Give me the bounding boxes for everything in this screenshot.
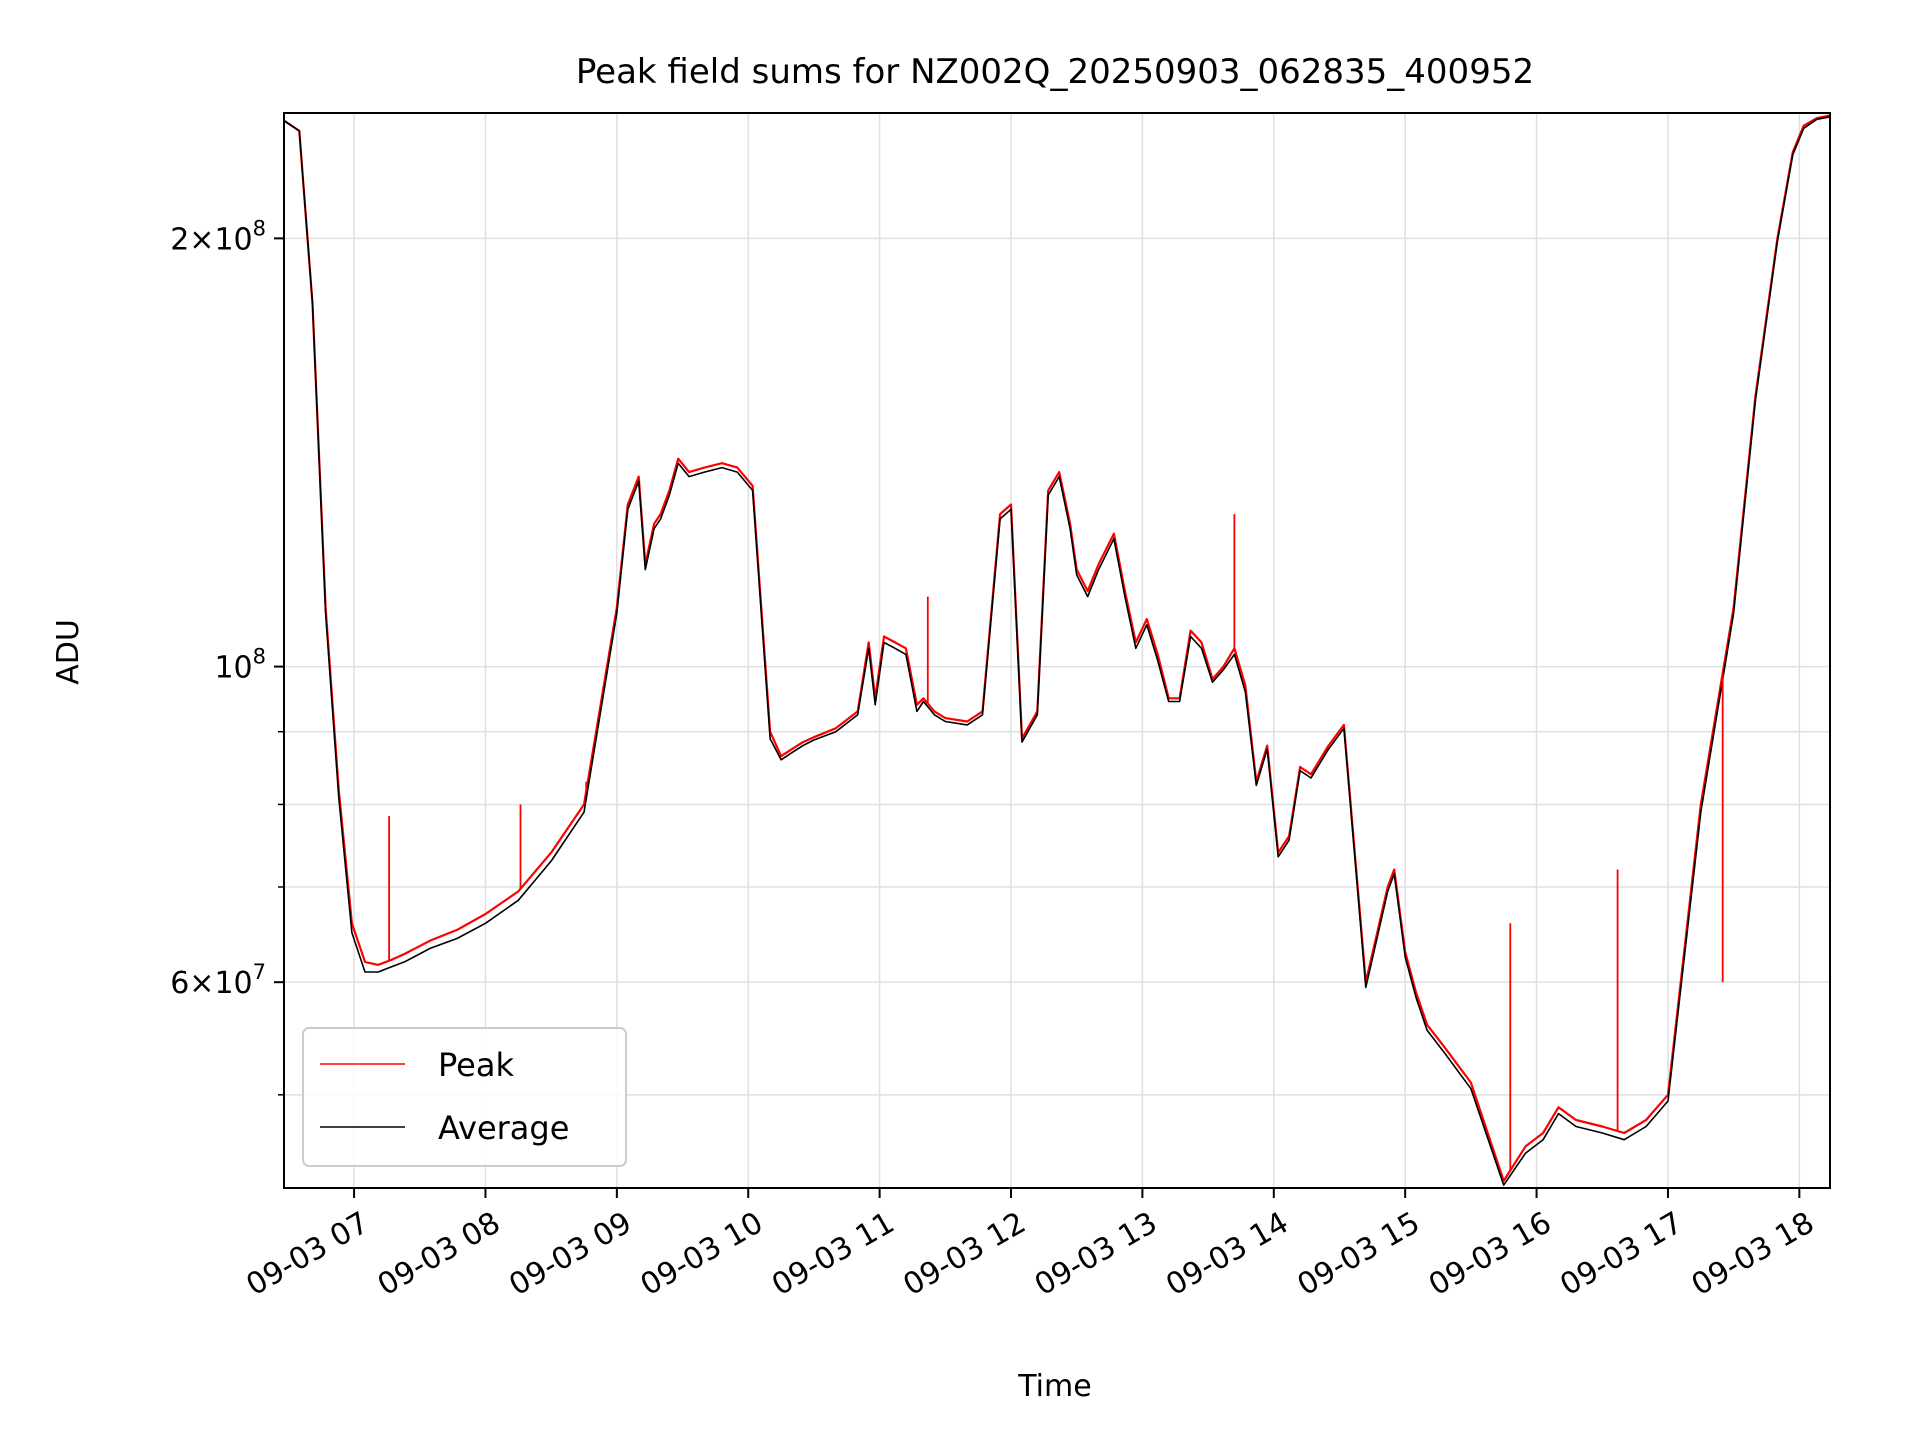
plot-series [283, 114, 1831, 1186]
grid [284, 113, 1830, 1188]
legend-average-label: Average [438, 1109, 569, 1147]
legend-peak-label: Peak [438, 1046, 514, 1084]
legend-box [302, 1027, 627, 1167]
legend: Peak Average [302, 1027, 627, 1167]
y-tick-label: 2×108 [170, 216, 266, 257]
y-tick-label: 6×107 [170, 960, 266, 1001]
chart-title: Peak field sums for NZ002Q_20250903_0628… [576, 52, 1534, 92]
series-line-average [283, 116, 1831, 1186]
plot-area-frame [283, 112, 1831, 1189]
y-axis: 6×107 108 2×108 [170, 216, 284, 1096]
y-axis-label: ADU [51, 619, 86, 685]
y-tick-label: 108 [214, 645, 266, 686]
x-axis-label: Time [1017, 1369, 1091, 1404]
